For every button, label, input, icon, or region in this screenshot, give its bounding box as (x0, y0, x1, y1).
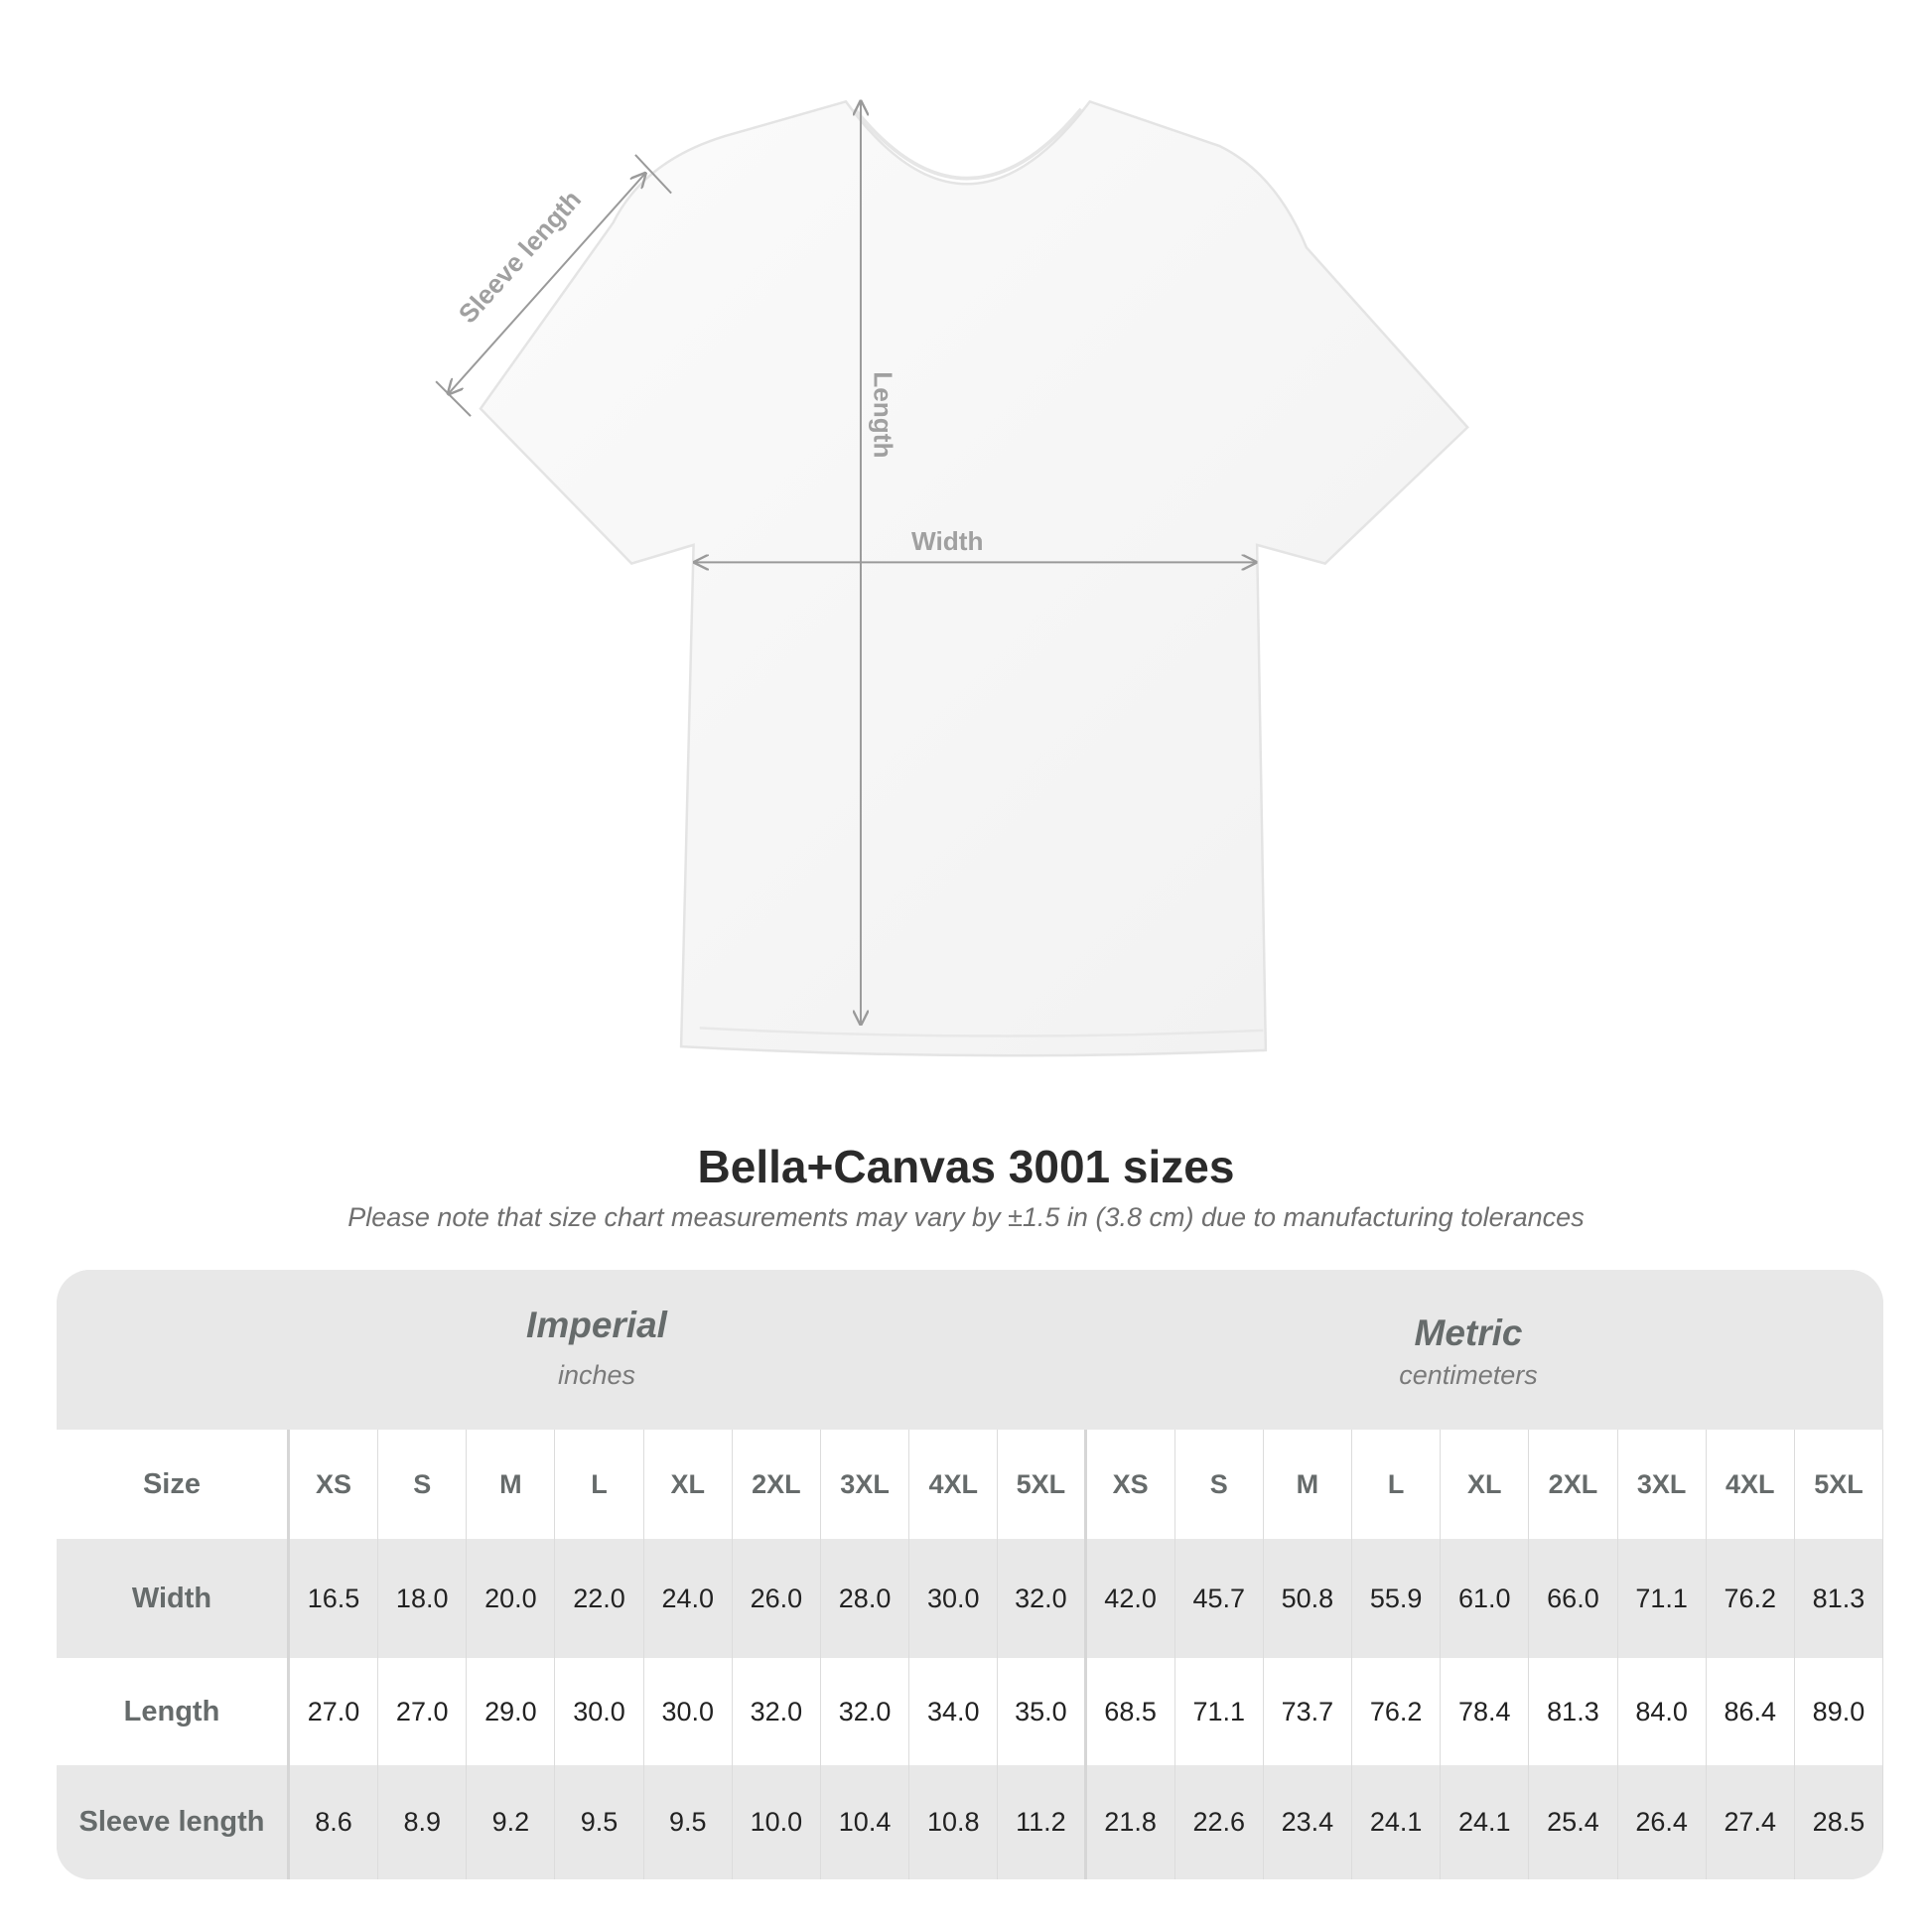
imperial-value: 9.5 (644, 1765, 733, 1879)
metric-value: 28.5 (1795, 1765, 1883, 1879)
unit-header: Imperial inches Metric centimeters (57, 1270, 1883, 1430)
imperial-value: 34.0 (909, 1658, 999, 1765)
length-label: Length (869, 371, 898, 458)
imperial-value: 26.0 (733, 1539, 821, 1658)
width-label: Width (911, 526, 983, 556)
imperial-value: 27.0 (378, 1658, 468, 1765)
imperial-unit: inches (557, 1360, 636, 1390)
size-header: 2XL (1529, 1430, 1618, 1539)
metric-value: 24.1 (1441, 1765, 1530, 1879)
metric-value: 27.4 (1707, 1765, 1795, 1879)
imperial-value: 29.0 (467, 1658, 556, 1765)
imperial-value: 11.2 (998, 1765, 1087, 1879)
imperial-value: 10.4 (821, 1765, 910, 1879)
size-header: 3XL (821, 1430, 910, 1539)
metric-value: 81.3 (1795, 1539, 1883, 1658)
imperial-value: 30.0 (909, 1539, 999, 1658)
imperial-value: 16.5 (290, 1539, 379, 1658)
metric-value: 26.4 (1618, 1765, 1707, 1879)
table-row: Width 16.5 18.0 20.0 22.0 24.0 26.0 28.0 30.0 32.… (57, 1539, 1883, 1658)
size-header: XS (290, 1430, 379, 1539)
imperial-value: 22.0 (555, 1539, 644, 1658)
size-header: 4XL (1707, 1430, 1795, 1539)
tshirt-image (479, 99, 1469, 1057)
imperial-value: 8.6 (290, 1765, 379, 1879)
imperial-value: 9.2 (467, 1765, 556, 1879)
imperial-value: 8.9 (378, 1765, 468, 1879)
size-header: 2XL (733, 1430, 821, 1539)
metric-value: 71.1 (1618, 1539, 1707, 1658)
metric-value: 76.2 (1707, 1539, 1795, 1658)
metric-value: 22.6 (1175, 1765, 1264, 1879)
imperial-value: 10.8 (909, 1765, 999, 1879)
size-header: 4XL (909, 1430, 999, 1539)
size-header: S (378, 1430, 468, 1539)
metric-header: Metric centimeters (1171, 1312, 1766, 1391)
metric-value: 73.7 (1264, 1658, 1353, 1765)
imperial-value: 27.0 (290, 1658, 379, 1765)
metric-unit: centimeters (1399, 1360, 1538, 1390)
metric-value: 89.0 (1795, 1658, 1883, 1765)
size-header: XL (644, 1430, 733, 1539)
size-header: S (1175, 1430, 1264, 1539)
size-header-row: Size XS S M L XL 2XL 3XL 4XL 5XL XS S M L XL 2XL 3XL 4XL 5… (57, 1430, 1883, 1539)
row-label: Size (57, 1430, 290, 1539)
imperial-value: 32.0 (733, 1658, 821, 1765)
imperial-value: 18.0 (378, 1539, 468, 1658)
page-title: Bella+Canvas 3001 sizes (697, 1141, 1235, 1192)
imperial-value: 32.0 (821, 1658, 910, 1765)
imperial-value: 30.0 (555, 1658, 644, 1765)
metric-value: 50.8 (1264, 1539, 1353, 1658)
metric-value: 25.4 (1529, 1765, 1618, 1879)
imperial-value: 24.0 (644, 1539, 733, 1658)
metric-value: 42.0 (1087, 1539, 1175, 1658)
size-header: M (467, 1430, 556, 1539)
metric-value: 76.2 (1352, 1658, 1442, 1765)
tolerance-note: Please note that size chart measurements… (347, 1202, 1585, 1232)
size-header: L (555, 1430, 644, 1539)
imperial-value: 28.0 (821, 1539, 910, 1658)
metric-value: 66.0 (1529, 1539, 1618, 1658)
metric-value: 86.4 (1707, 1658, 1795, 1765)
imperial-value: 9.5 (555, 1765, 644, 1879)
row-label: Sleeve length (57, 1765, 290, 1879)
size-header: XL (1441, 1430, 1530, 1539)
metric-value: 71.1 (1175, 1658, 1264, 1765)
metric-value: 84.0 (1618, 1658, 1707, 1765)
sleeve-length-arrow (435, 154, 672, 417)
metric-value: 68.5 (1087, 1658, 1175, 1765)
size-table: Imperial inches Metric centimeters Size X… (57, 1270, 1883, 1879)
imperial-value: 30.0 (644, 1658, 733, 1765)
row-label: Length (57, 1658, 290, 1765)
metric-value: 81.3 (1529, 1658, 1618, 1765)
metric-value: 61.0 (1441, 1539, 1530, 1658)
size-header: XS (1087, 1430, 1175, 1539)
imperial-value: 35.0 (998, 1658, 1087, 1765)
imperial-title: Imperial (526, 1305, 667, 1345)
imperial-header: Imperial inches (299, 1305, 895, 1391)
metric-value: 55.9 (1352, 1539, 1442, 1658)
size-header: M (1264, 1430, 1353, 1539)
metric-value: 23.4 (1264, 1765, 1353, 1879)
table-row: Length 27.0 27.0 29.0 30.0 30.0 32.0 32.0 34.0 35… (57, 1658, 1883, 1765)
metric-value: 21.8 (1087, 1765, 1175, 1879)
imperial-value: 10.0 (733, 1765, 821, 1879)
imperial-value: 32.0 (998, 1539, 1087, 1658)
metric-value: 45.7 (1175, 1539, 1264, 1658)
size-header: 3XL (1618, 1430, 1707, 1539)
size-header: L (1352, 1430, 1442, 1539)
row-label: Width (57, 1539, 290, 1658)
size-header: 5XL (998, 1430, 1087, 1539)
size-header: 5XL (1795, 1430, 1883, 1539)
table-row: Sleeve length 8.6 8.9 9.2 9.5 9.5 10.0 10.4 10.8… (57, 1765, 1883, 1879)
metric-value: 24.1 (1352, 1765, 1442, 1879)
metric-title: Metric (1414, 1312, 1523, 1353)
metric-value: 78.4 (1441, 1658, 1530, 1765)
imperial-value: 20.0 (467, 1539, 556, 1658)
